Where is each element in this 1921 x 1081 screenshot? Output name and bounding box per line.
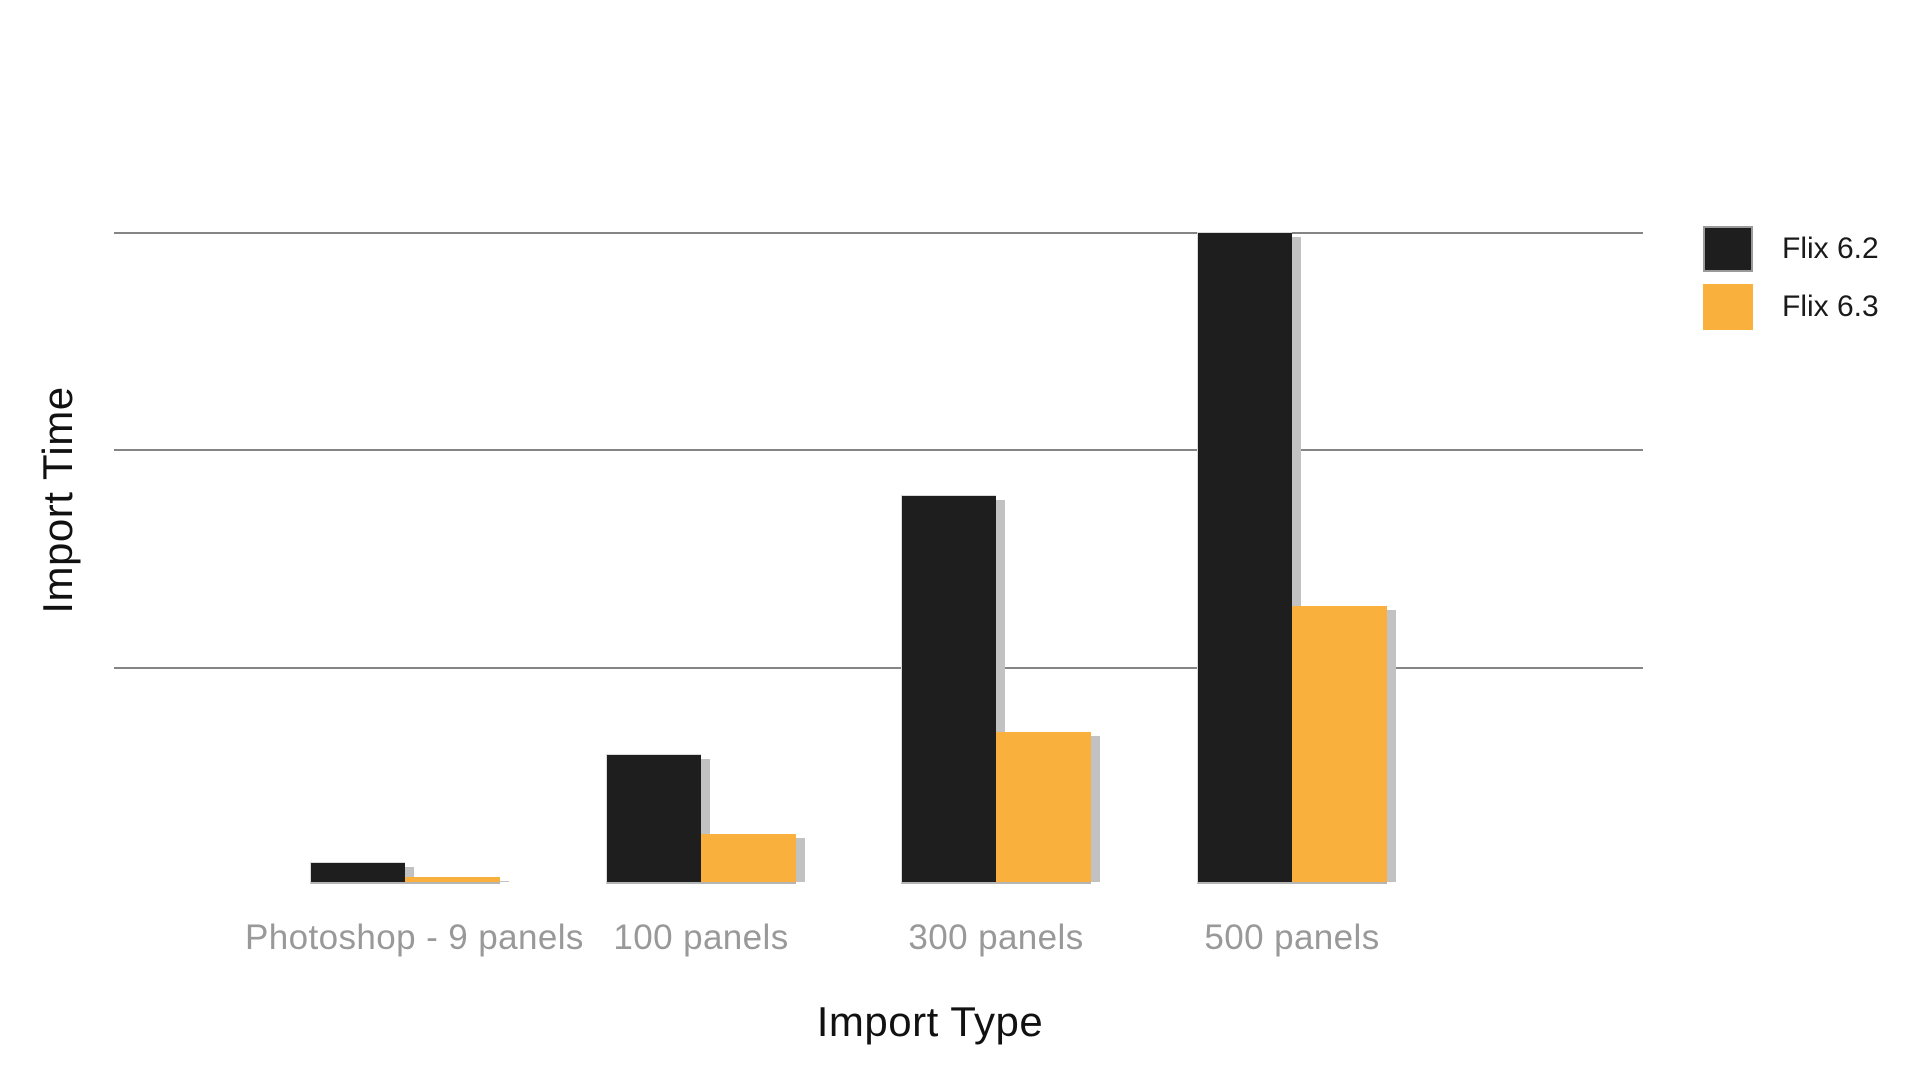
bar-flix-6-3-500-panels bbox=[1292, 606, 1396, 884]
plot-area bbox=[114, 0, 1643, 884]
category-label-300-panels: 300 panels bbox=[908, 918, 1084, 957]
bar-flix-6-2-300-panels bbox=[901, 495, 1005, 884]
legend-label-flix-6-2: Flix 6.2 bbox=[1782, 232, 1879, 265]
gridline-2 bbox=[114, 449, 1643, 451]
bar-flix-6-3-300-panels bbox=[996, 732, 1100, 884]
bar-flix-6-2-100-panels bbox=[606, 754, 710, 884]
legend-swatch-flix-6-2 bbox=[1703, 226, 1753, 272]
bar-flix-6-2-photoshop-9-panels bbox=[310, 862, 414, 884]
bar-flix-6-2-500-panels bbox=[1197, 232, 1301, 884]
category-label-500-panels: 500 panels bbox=[1204, 918, 1380, 957]
legend: Flix 6.2 Flix 6.3 bbox=[1703, 226, 1879, 330]
y-axis-title: Import Time bbox=[34, 386, 81, 614]
legend-item-flix-6-2: Flix 6.2 bbox=[1703, 226, 1879, 272]
legend-swatch-flix-6-3 bbox=[1703, 284, 1753, 330]
gridline-3 bbox=[114, 232, 1643, 234]
bar-flix-6-3-photoshop-9-panels bbox=[405, 877, 509, 884]
legend-label-flix-6-3: Flix 6.3 bbox=[1782, 290, 1879, 323]
bar-flix-6-3-100-panels bbox=[701, 834, 805, 884]
category-label-100-panels: 100 panels bbox=[613, 918, 789, 957]
gridline-1 bbox=[114, 667, 1643, 669]
x-axis-title: Import Type bbox=[816, 998, 1044, 1045]
legend-item-flix-6-3: Flix 6.3 bbox=[1703, 284, 1879, 330]
category-label-photoshop-9-panels: Photoshop - 9 panels bbox=[245, 918, 584, 957]
